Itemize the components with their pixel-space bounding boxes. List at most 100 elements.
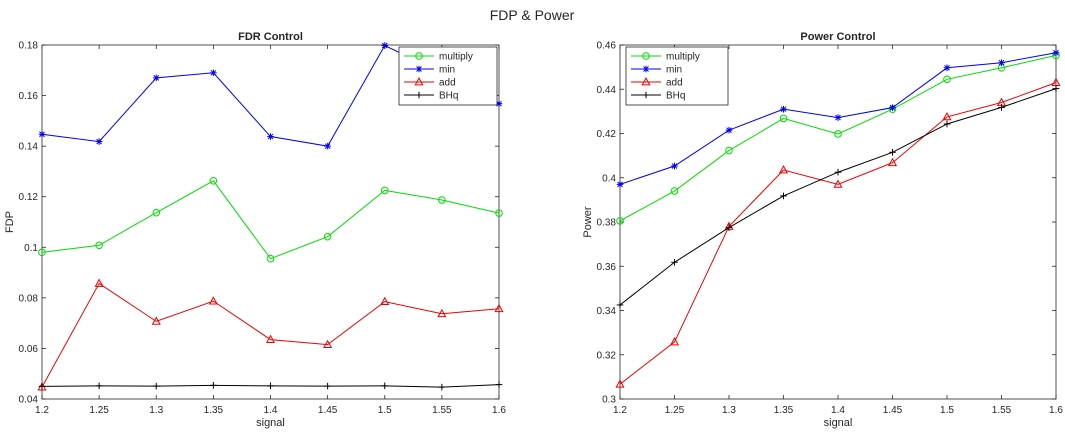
plot2-y-tick-label: 0.44 bbox=[597, 85, 617, 96]
plot2-series-min-point bbox=[616, 181, 624, 188]
plot2-series-bhq-point bbox=[780, 192, 787, 200]
plot1-y-tick-label: 0.18 bbox=[19, 41, 39, 52]
plot1-y-axis-label: FDP bbox=[4, 211, 16, 233]
plot1-x-tick-label: 1.45 bbox=[318, 405, 338, 416]
plot1-y-tick-label: 0.06 bbox=[19, 344, 39, 355]
plot2-y-tick-label: 0.4 bbox=[602, 173, 616, 184]
plot2-series-min-point bbox=[834, 114, 842, 121]
plot2-legend-multiply-marker bbox=[642, 52, 650, 60]
plot1-series-multiply-point bbox=[95, 241, 103, 250]
plot1-x-tick-label: 1.3 bbox=[149, 405, 163, 416]
plot2-series-multiply-point bbox=[616, 217, 624, 225]
plot2-x-tick-label: 1.3 bbox=[722, 405, 736, 416]
plot2-legend-min-label: min bbox=[666, 65, 682, 76]
plot2-x-tick-label: 1.6 bbox=[1049, 405, 1063, 416]
plot1-series-min-point bbox=[38, 130, 46, 138]
plot2-title: Power Control bbox=[800, 31, 875, 43]
plot1-x-tick-label: 1.4 bbox=[264, 405, 278, 416]
plot2-series-bhq-point bbox=[834, 168, 842, 176]
plot1-series-min-point bbox=[324, 142, 331, 150]
plot1-series-bhq-point bbox=[95, 382, 103, 390]
figure-title: FDP & Power bbox=[490, 7, 575, 23]
plot1-x-tick-label: 1.35 bbox=[204, 405, 224, 416]
plot1-series-min-point bbox=[267, 133, 274, 140]
plot2-legend-add-marker bbox=[641, 77, 651, 86]
plot1-series-multiply-point bbox=[323, 232, 332, 241]
plot2-y-axis-label: Power bbox=[582, 206, 594, 238]
plot2-y-tick-label: 0.32 bbox=[597, 350, 617, 361]
plot1-series-add-point bbox=[94, 278, 104, 287]
plot1-series-bhq-point bbox=[324, 382, 331, 390]
plot1-y-tick-label: 0.12 bbox=[19, 192, 39, 203]
plot1-title: FDR Control bbox=[238, 31, 303, 43]
plot2-series-add-point bbox=[669, 336, 680, 346]
plot1-legend-min-marker bbox=[415, 65, 423, 73]
plot1-series-add-point bbox=[151, 316, 161, 325]
plot2-series-min-point bbox=[998, 59, 1005, 66]
plot1-series-bhq-point bbox=[381, 382, 389, 390]
plot1-x-tick-label: 1.6 bbox=[492, 405, 506, 416]
plot2-x-tick-label: 1.2 bbox=[613, 405, 627, 416]
plot1-series-add-point bbox=[208, 296, 218, 305]
plot2-series-min-point bbox=[671, 162, 678, 170]
plot1-series-multiply-point bbox=[266, 254, 275, 263]
plot1-series-multiply-point bbox=[380, 186, 389, 195]
plot1-series-add-point bbox=[265, 334, 276, 343]
plot1-series-add-line bbox=[41, 282, 500, 388]
plot2-series-multiply-point bbox=[834, 130, 842, 138]
plot1-series-multiply-point bbox=[152, 208, 161, 217]
plot2-legend-multiply-label: multiply bbox=[666, 52, 700, 63]
plot1-legend-multiply-label: multiply bbox=[439, 52, 473, 63]
plot2-legend-min-marker bbox=[642, 65, 650, 73]
plot2-series-multiply-point bbox=[725, 146, 733, 155]
plot2-legend-bhq-marker bbox=[642, 91, 650, 99]
plot1-series-min-point bbox=[152, 74, 160, 82]
plot2-series-bhq-point bbox=[998, 104, 1005, 111]
plot1-series-min-point bbox=[210, 69, 217, 77]
plot2-x-tick-label: 1.35 bbox=[774, 405, 794, 416]
plot2-series-multiply-point bbox=[670, 187, 679, 195]
plot1-y-tick-label: 0.04 bbox=[19, 395, 39, 406]
plot1-series-add-point bbox=[437, 308, 447, 318]
plot1-y-tick-label: 0.14 bbox=[19, 142, 39, 153]
plot1-series-bhq-point bbox=[438, 383, 446, 391]
plot1-series-bhq-point bbox=[495, 381, 503, 388]
plot2-series-add-point bbox=[615, 379, 625, 388]
plot1-x-tick-label: 1.5 bbox=[378, 405, 392, 416]
plot2-series-min-point bbox=[943, 64, 951, 72]
plot1-series-bhq-point bbox=[210, 382, 217, 389]
plot2-series-bhq-point bbox=[943, 120, 951, 128]
plot1-series-bhq-point bbox=[267, 382, 274, 390]
plot2-legend-bhq-label: BHq bbox=[666, 91, 685, 102]
plot2-series-add-point bbox=[778, 165, 789, 174]
plot1-legend-multiply-marker bbox=[415, 52, 423, 60]
plot2-series-min-point bbox=[780, 105, 787, 113]
plot1-series-min-point bbox=[381, 42, 389, 49]
plot2-x-tick-label: 1.25 bbox=[665, 405, 685, 416]
plot1-x-tick-label: 1.55 bbox=[432, 405, 452, 416]
plot1-x-tick-label: 1.25 bbox=[89, 405, 109, 416]
plot2-legend: multiply min add BHq bbox=[625, 46, 729, 106]
plot1-series-add-point bbox=[323, 339, 333, 349]
power-control-plot: Power Control 1.2 1.25 1.3 1.35 1.4 1.45 1.5 1.5… bbox=[582, 31, 1063, 429]
plot2-y-tick-label: 0.42 bbox=[597, 129, 617, 140]
plot2-series-bhq-point bbox=[889, 149, 896, 156]
plot1-legend-min-label: min bbox=[439, 65, 455, 76]
plot1-series-add-point bbox=[494, 303, 504, 313]
plot1-x-tick-label: 1.2 bbox=[35, 405, 49, 416]
plot1-series-min-point bbox=[95, 138, 103, 145]
plot2-series-add-point bbox=[833, 179, 843, 188]
plot1-y-tick-label: 0.1 bbox=[24, 243, 38, 254]
fdr-control-plot: FDR Control 1.2 1.25 1.3 1.35 1.4 1.45 1.5 1.55 1… bbox=[4, 31, 506, 429]
plot2-series-bhq-point bbox=[616, 301, 624, 309]
plot1-series-bhq-point bbox=[38, 383, 46, 390]
plot1-legend-add-marker bbox=[414, 77, 424, 86]
plot2-series-add-point bbox=[887, 157, 898, 167]
plot1-series-add-point bbox=[380, 296, 390, 306]
plot2-y-tick-label: 0.46 bbox=[597, 41, 617, 52]
plot1-series-multiply-point bbox=[209, 176, 218, 185]
plot1-y-tick-label: 0.16 bbox=[19, 91, 39, 102]
plot2-x-axis-label: signal bbox=[824, 417, 853, 429]
plot2-x-tick-label: 1.4 bbox=[831, 405, 845, 416]
